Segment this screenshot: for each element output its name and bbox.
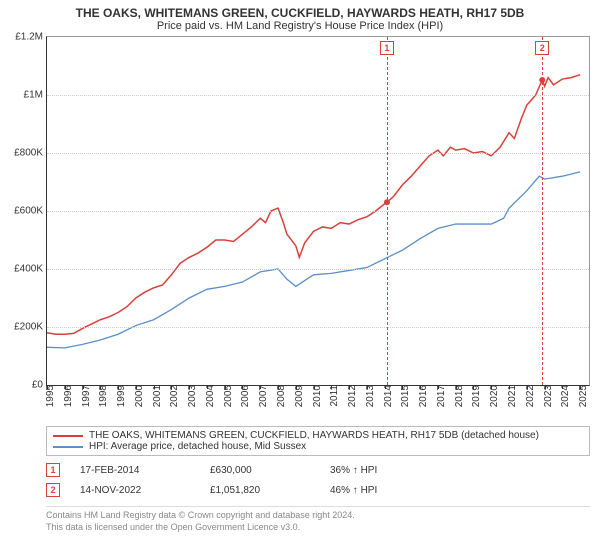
x-tick-label: 1995 <box>43 385 56 407</box>
x-tick-label: 2022 <box>523 385 536 407</box>
sale-date: 17-FEB-2014 <box>80 465 190 476</box>
sale-row: 2 14-NOV-2022 £1,051,820 46% ↑ HPI <box>46 480 590 500</box>
x-tick-label: 2000 <box>132 385 145 407</box>
gridline <box>47 153 589 154</box>
x-tick-label: 2015 <box>398 385 411 407</box>
gridline <box>47 211 589 212</box>
x-tick-label: 2003 <box>185 385 198 407</box>
x-tick-label: 2019 <box>469 385 482 407</box>
sale-badge: 1 <box>46 463 60 477</box>
series-hpi <box>47 172 580 348</box>
x-tick-label: 2023 <box>541 385 554 407</box>
x-tick-label: 2017 <box>434 385 447 407</box>
footer-attribution: Contains HM Land Registry data © Crown c… <box>46 506 590 533</box>
series-property <box>47 75 580 335</box>
legend-label: THE OAKS, WHITEMANS GREEN, CUCKFIELD, HA… <box>89 430 539 441</box>
x-tick-label: 1998 <box>96 385 109 407</box>
sales-table: 1 17-FEB-2014 £630,000 36% ↑ HPI 2 14-NOV-202… <box>46 460 590 500</box>
y-tick-label: £800K <box>14 148 47 159</box>
sale-delta: 36% ↑ HPI <box>330 465 377 476</box>
y-tick-label: £1.2M <box>15 32 47 43</box>
legend-swatch <box>53 435 83 437</box>
title-sub: Price paid vs. HM Land Registry's House … <box>0 20 600 36</box>
x-tick-label: 2005 <box>221 385 234 407</box>
x-tick-label: 1996 <box>61 385 74 407</box>
x-tick-label: 2007 <box>256 385 269 407</box>
legend: THE OAKS, WHITEMANS GREEN, CUCKFIELD, HA… <box>46 426 590 456</box>
x-tick-label: 2021 <box>505 385 518 407</box>
x-tick-label: 2004 <box>203 385 216 407</box>
sale-price: £630,000 <box>210 465 310 476</box>
x-tick-label: 1997 <box>79 385 92 407</box>
footer-line-1: Contains HM Land Registry data © Crown c… <box>46 510 590 522</box>
x-tick-label: 2009 <box>292 385 305 407</box>
legend-label: HPI: Average price, detached house, Mid … <box>89 441 306 452</box>
title-main: THE OAKS, WHITEMANS GREEN, CUCKFIELD, HA… <box>0 0 600 20</box>
x-tick-label: 2006 <box>238 385 251 407</box>
x-tick-label: 1999 <box>114 385 127 407</box>
marker-line <box>542 37 543 385</box>
sale-price: £1,051,820 <box>210 485 310 496</box>
x-tick-label: 2024 <box>558 385 571 407</box>
x-tick-label: 2002 <box>167 385 180 407</box>
x-tick-label: 2008 <box>274 385 287 407</box>
x-tick-label: 2011 <box>327 385 340 407</box>
x-tick-label: 2016 <box>416 385 429 407</box>
footer-line-2: This data is licensed under the Open Gov… <box>46 522 590 534</box>
chart-plot-area: £0£200K£400K£600K£800K£1M£1.2M1995199619… <box>46 36 590 386</box>
marker-line <box>387 37 388 385</box>
x-tick-label: 2014 <box>381 385 394 407</box>
x-tick-label: 2001 <box>150 385 163 407</box>
gridline <box>47 327 589 328</box>
x-tick-label: 2012 <box>345 385 358 407</box>
x-tick-label: 2018 <box>452 385 465 407</box>
legend-row: THE OAKS, WHITEMANS GREEN, CUCKFIELD, HA… <box>53 430 583 441</box>
x-tick-label: 2020 <box>487 385 500 407</box>
legend-swatch <box>53 446 83 448</box>
x-tick-label: 2010 <box>310 385 323 407</box>
x-tick-label: 2013 <box>363 385 376 407</box>
y-tick-label: £400K <box>14 264 47 275</box>
y-tick-label: £1M <box>24 90 47 101</box>
y-tick-label: £200K <box>14 322 47 333</box>
gridline <box>47 269 589 270</box>
y-tick-label: £600K <box>14 206 47 217</box>
sale-delta: 46% ↑ HPI <box>330 485 377 496</box>
gridline <box>47 95 589 96</box>
marker-badge: 1 <box>380 41 394 55</box>
sale-date: 14-NOV-2022 <box>80 485 190 496</box>
legend-row: HPI: Average price, detached house, Mid … <box>53 441 583 452</box>
x-tick-label: 2025 <box>576 385 589 407</box>
chart-container: THE OAKS, WHITEMANS GREEN, CUCKFIELD, HA… <box>0 0 600 560</box>
marker-badge: 2 <box>535 41 549 55</box>
sale-row: 1 17-FEB-2014 £630,000 36% ↑ HPI <box>46 460 590 480</box>
sale-badge: 2 <box>46 483 60 497</box>
